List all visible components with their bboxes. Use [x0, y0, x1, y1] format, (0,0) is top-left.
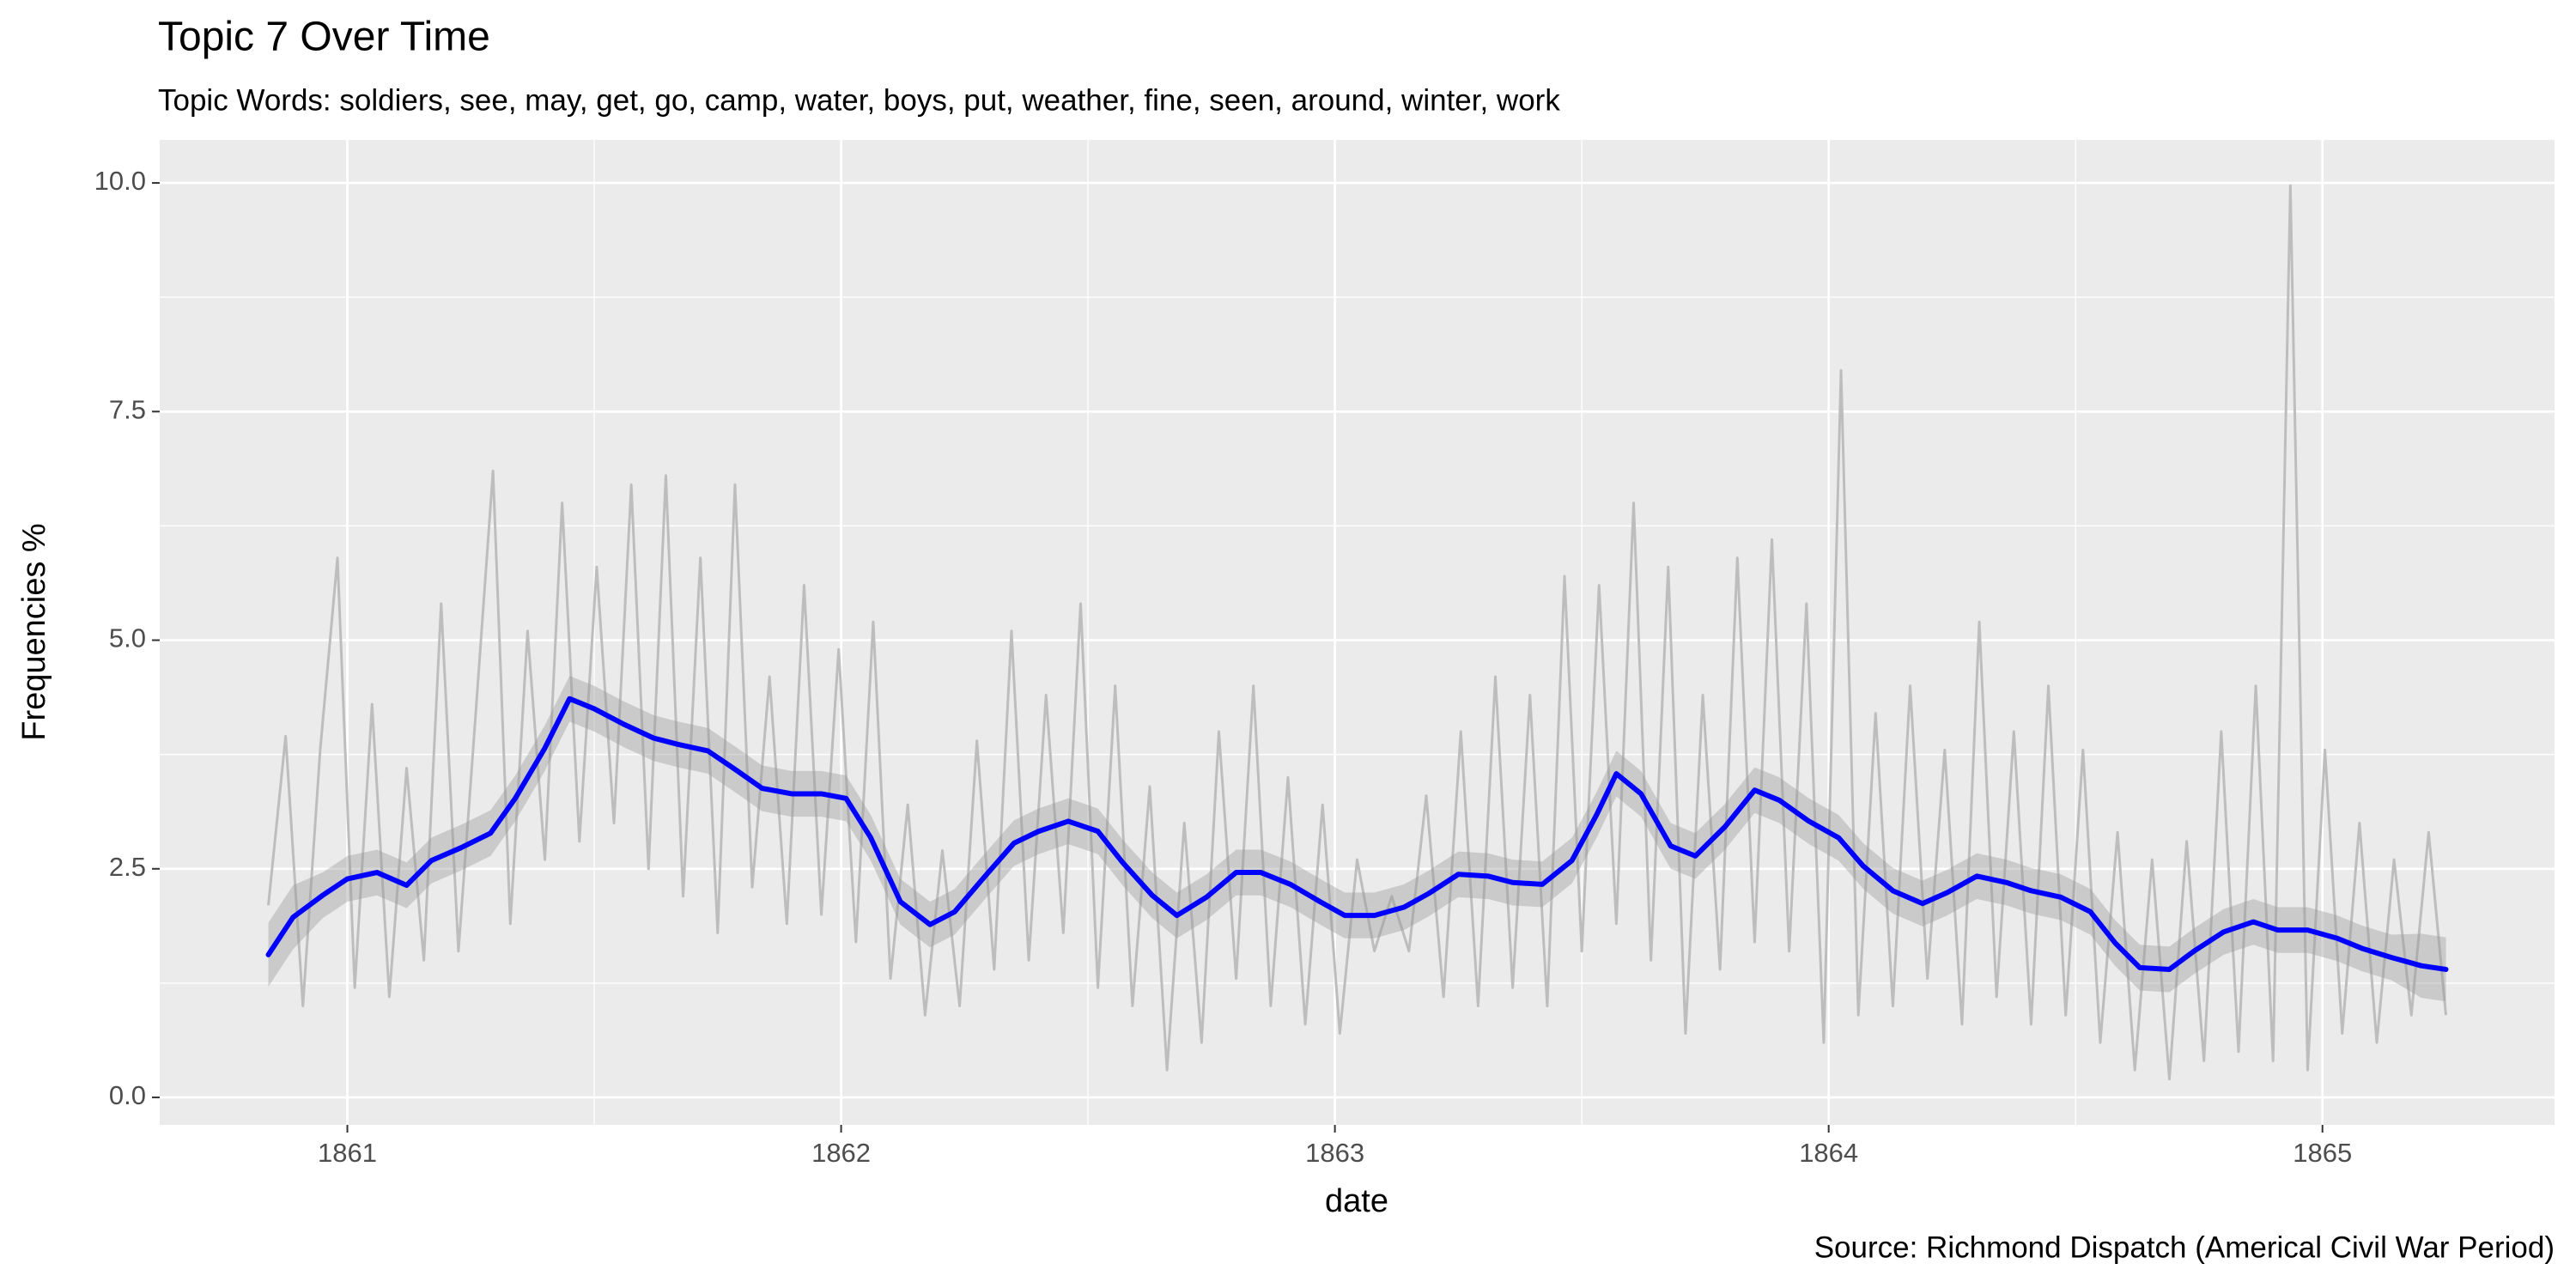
y-axis-title: Frequencies %	[16, 523, 52, 740]
marks	[265, 184, 2449, 1081]
smooth-line	[265, 696, 2449, 972]
raw-line	[267, 184, 2447, 1081]
grid	[160, 140, 2555, 1125]
caption: Source: Richmond Dispatch (Americal Civi…	[1814, 1230, 2555, 1264]
x-axis-title: date	[1325, 1183, 1388, 1219]
x-tick-label: 1864	[1799, 1138, 1858, 1168]
x-tick-label: 1865	[2293, 1138, 2352, 1168]
chart-title: Topic 7 Over Time	[158, 15, 490, 60]
y-tick-label: 10.0	[94, 166, 146, 196]
axes: 0.0 2.5 5.0 7.5 10.0 1861 1862 1863 1864 1865	[94, 166, 2353, 1168]
x-tick-label: 1862	[811, 1138, 871, 1168]
y-tick-label: 7.5	[109, 394, 146, 424]
y-tick-label: 2.5	[109, 852, 146, 882]
y-tick-label: 0.0	[109, 1080, 146, 1110]
y-tick-label: 5.0	[109, 623, 146, 653]
x-tick-label: 1861	[318, 1138, 377, 1168]
panel-background	[160, 140, 2555, 1125]
x-tick-label: 1863	[1305, 1138, 1364, 1168]
chart-subtitle: Topic Words: soldiers, see, may, get, go…	[158, 83, 1560, 117]
confidence-band	[268, 676, 2446, 1002]
